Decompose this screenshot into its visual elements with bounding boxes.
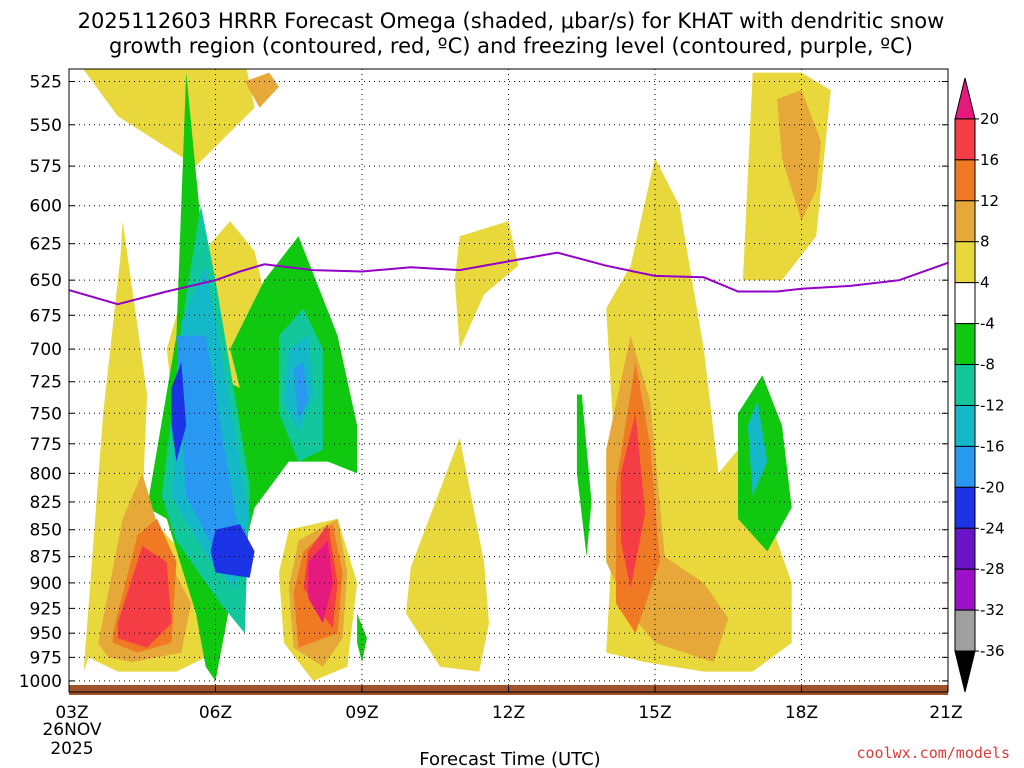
y-tick-label-1000: 1000 xyxy=(19,672,62,692)
y-tick-label-575: 575 xyxy=(30,157,62,177)
colorbar-label-20: 20 xyxy=(980,110,999,128)
colorbar-label-12: 12 xyxy=(980,192,999,210)
y-tick-label-700: 700 xyxy=(30,340,62,360)
colorbar-segment-11 xyxy=(954,527,976,570)
omega-region-pos4-5 xyxy=(406,437,489,672)
y-tick-label-775: 775 xyxy=(30,435,62,455)
y-tick-label-850: 850 xyxy=(30,521,62,541)
freezing-level-line xyxy=(69,251,948,306)
colorbar-label--28: -28 xyxy=(980,560,1005,578)
omega-region-neg20-32 xyxy=(210,524,255,578)
omega-region-neg16-28 xyxy=(176,335,240,552)
colorbar-segment-5 xyxy=(954,282,976,325)
omega-region-pos20-30 xyxy=(308,540,333,624)
colorbar-segment-top xyxy=(954,77,976,120)
y-tick-label-800: 800 xyxy=(30,464,62,484)
y-tick-label-675: 675 xyxy=(30,306,62,326)
x-tick-label-03Z: 03Z xyxy=(55,703,88,723)
omega-region-neg16-29 xyxy=(293,362,309,420)
colorbar-segment-3 xyxy=(954,200,976,243)
x-tick-label-09Z: 09Z xyxy=(345,703,378,723)
colorbar-segment-1 xyxy=(954,118,976,161)
colorbar-label--16: -16 xyxy=(980,437,1005,455)
omega-region-pos4-4 xyxy=(454,221,519,350)
colorbar-segment-12 xyxy=(954,568,976,611)
omega-region-neg20-31 xyxy=(171,362,187,462)
x-tick-label-15Z: 15Z xyxy=(638,703,671,723)
y-tick-label-825: 825 xyxy=(30,493,62,513)
colorbar-segment-13 xyxy=(954,609,976,652)
colorbar-label--4: -4 xyxy=(980,315,995,333)
freezing-level-contour xyxy=(69,251,948,306)
omega-region-pos8-16 xyxy=(777,90,821,222)
colorbar-segment-2 xyxy=(954,159,976,202)
y-tick-label-975: 975 xyxy=(30,648,62,668)
chart-title-line1: 2025112603 HRRR Forecast Omega (shaded, … xyxy=(78,9,945,33)
colorbar-segment-9 xyxy=(954,445,976,488)
x-tick-label-12Z: 12Z xyxy=(492,703,525,723)
colorbar-segment-10 xyxy=(954,486,976,529)
colorbar-segment-bottom xyxy=(954,650,976,693)
colorbar: 20 16 12 8 4 -4 -8 -12 -16 -20 -24 -28 -32 -36 xyxy=(954,77,1005,693)
omega-region-pos4-0 xyxy=(83,221,206,672)
y-tick-label-650: 650 xyxy=(30,271,62,291)
x-date-line2: 2025 xyxy=(50,739,93,759)
y-tick-label-925: 925 xyxy=(30,599,62,619)
y-tick-label-950: 950 xyxy=(30,624,62,644)
y-axis-ticks: 525 550 575 600 625 650 675 700 725 750 775 800 825 8… xyxy=(19,72,948,692)
x-axis-label: Forecast Time (UTC) xyxy=(419,749,600,768)
x-tick-label-21Z: 21Z xyxy=(929,703,962,723)
y-tick-label-900: 900 xyxy=(30,574,62,594)
y-tick-label-550: 550 xyxy=(30,116,62,136)
omega-region-neg4-10 xyxy=(576,394,592,557)
omega-region-pos16-25 xyxy=(117,546,172,648)
y-tick-label-875: 875 xyxy=(30,548,62,568)
colorbar-label--20: -20 xyxy=(980,478,1005,496)
colorbar-label--8: -8 xyxy=(980,356,995,374)
y-tick-label-625: 625 xyxy=(30,235,62,255)
colorbar-label--32: -32 xyxy=(980,601,1005,619)
omega-shading xyxy=(83,69,831,681)
omega-region-neg4-9 xyxy=(357,613,367,663)
chart-title-line2: growth region (contoured, red, ºC) and f… xyxy=(109,34,913,58)
colorbar-segment-8 xyxy=(954,404,976,447)
source-credit: coolwx.com/models xyxy=(856,744,1010,762)
x-date-line1: 26NOV xyxy=(42,720,101,740)
colorbar-segment-4 xyxy=(954,241,976,284)
colorbar-label-4: 4 xyxy=(980,274,990,292)
y-tick-label-600: 600 xyxy=(30,197,62,217)
plot-area xyxy=(68,68,949,695)
y-tick-label-725: 725 xyxy=(30,373,62,393)
colorbar-label--36: -36 xyxy=(980,642,1005,660)
colorbar-label--24: -24 xyxy=(980,519,1005,537)
x-tick-label-06Z: 06Z xyxy=(199,703,232,723)
x-axis-ticks: 03Z 06Z 09Z 12Z 15Z 18Z 21Z xyxy=(55,686,963,723)
omega-region-pos4-2 xyxy=(83,69,255,167)
colorbar-segment-6 xyxy=(954,323,976,366)
y-tick-label-750: 750 xyxy=(30,404,62,424)
omega-region-pos16-27 xyxy=(620,413,646,588)
y-tick-label-525: 525 xyxy=(30,72,62,92)
colorbar-label--12: -12 xyxy=(980,396,1005,414)
colorbar-label-8: 8 xyxy=(980,233,990,251)
colorbar-segment-7 xyxy=(954,364,976,406)
omega-region-neg12-24 xyxy=(747,400,768,497)
x-tick-label-18Z: 18Z xyxy=(785,703,818,723)
colorbar-label-16: 16 xyxy=(980,151,999,169)
omega-region-pos8-15 xyxy=(244,72,279,108)
